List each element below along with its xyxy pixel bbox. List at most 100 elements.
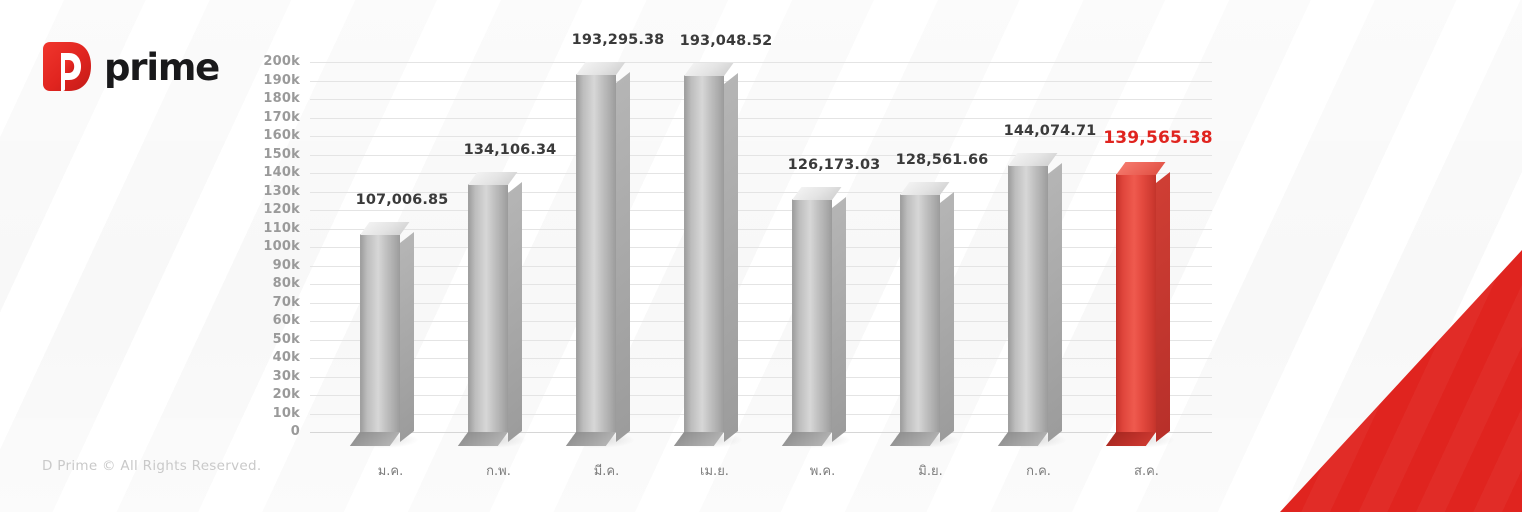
- bar[interactable]: 134,106.34: [457, 142, 556, 448]
- bar-front-face: [792, 198, 832, 432]
- gridline: [310, 191, 1212, 193]
- bar-group[interactable]: 134,106.34 ก.พ.: [446, 62, 556, 479]
- brand-wordmark: prime: [104, 46, 220, 89]
- bar-side-face: [508, 181, 522, 442]
- bar-side-face: [940, 192, 954, 442]
- bar-group[interactable]: 193,295.38 มี.ค.: [554, 32, 664, 479]
- bar-front-face: [1008, 165, 1048, 432]
- gridline: [310, 228, 1212, 230]
- bar-group[interactable]: 144,074.71 ก.ค.: [986, 62, 1096, 479]
- gridline: [310, 210, 1212, 211]
- y-axis-tick-label: 40k: [272, 350, 300, 365]
- bar-side-face: [724, 72, 738, 442]
- bar[interactable]: 107,006.85: [349, 192, 448, 448]
- bar-top-face: [1116, 161, 1166, 175]
- gridline: [310, 339, 1212, 341]
- bar-group[interactable]: 126,173.03 พ.ค.: [770, 62, 880, 479]
- y-axis-tick-label: 170k: [263, 109, 300, 125]
- gridline: [310, 247, 1212, 248]
- d-prime-logo-icon: [43, 42, 91, 91]
- gridline: [310, 302, 1212, 304]
- gridline: [310, 284, 1212, 285]
- y-axis-tick-label: 120k: [263, 202, 300, 217]
- gridline: [310, 432, 1212, 433]
- bar-value-label: 134,106.34: [463, 141, 557, 158]
- y-axis-tick-label: 130k: [263, 183, 300, 199]
- bar[interactable]: 128,561.66: [889, 152, 988, 448]
- y-axis-tick-label: 90k: [272, 257, 300, 273]
- bar[interactable]: 193,295.38: [565, 32, 664, 448]
- bar-side-face: [832, 196, 846, 442]
- y-axis-tick-label: 20k: [272, 387, 300, 402]
- y-axis-tick-label: 110k: [263, 220, 300, 236]
- gridline: [310, 413, 1212, 415]
- gridline: [310, 173, 1212, 174]
- gridline: [310, 376, 1212, 378]
- bar-top-face: [792, 186, 842, 200]
- bar-top-face: [576, 62, 626, 76]
- bar-front-face: [360, 234, 400, 432]
- bar[interactable]: 144,074.71: [997, 123, 1096, 448]
- bar-front-face: [468, 183, 508, 432]
- x-axis-category-label: พ.ค.: [809, 464, 836, 479]
- y-axis-tick-label: 70k: [272, 294, 300, 310]
- bar-group[interactable]: 107,006.85 ม.ค.: [338, 62, 448, 479]
- y-axis-tick-label: 190k: [263, 72, 300, 88]
- y-axis-tick-label: 140k: [263, 165, 300, 180]
- bar-group[interactable]: 128,561.66 มิ.ย.: [878, 62, 988, 479]
- bar[interactable]: 193,048.52: [673, 33, 772, 448]
- y-axis-tick-label: 150k: [263, 146, 300, 162]
- bar-side-face: [616, 72, 630, 442]
- footer-copyright: D Prime © All Rights Reserved.: [42, 458, 262, 474]
- y-axis-tick-label: 80k: [272, 276, 300, 291]
- gridline: [310, 80, 1212, 82]
- y-axis-tick-label: 160k: [263, 128, 300, 143]
- gridline: [310, 265, 1212, 267]
- y-axis-tick-label: 50k: [272, 331, 300, 347]
- bar[interactable]: 126,173.03: [781, 157, 880, 448]
- gridline: [310, 136, 1212, 137]
- corner-triangle-decoration: [1280, 250, 1522, 512]
- x-axis-category-label: ม.ค.: [377, 464, 404, 479]
- bar-group[interactable]: 193,048.52 เม.ย.: [662, 33, 772, 479]
- bar-value-label: 107,006.85: [355, 192, 449, 209]
- y-axis-tick-label: 180k: [263, 91, 300, 106]
- bar-side-face: [400, 232, 414, 442]
- x-axis-category-label: ก.พ.: [486, 464, 511, 479]
- bar-value-label: 193,295.38: [571, 32, 665, 49]
- bar-value-label: 144,074.71: [1003, 123, 1097, 140]
- gridline: [310, 117, 1212, 119]
- x-axis-category-label: มิ.ย.: [918, 464, 943, 479]
- x-axis-category-label: ก.ค.: [1026, 464, 1051, 479]
- bar-value-label: 128,561.66: [895, 152, 989, 169]
- bar-front-face: [900, 194, 940, 432]
- bar-value-label: 126,173.03: [787, 156, 881, 173]
- bar-side-face: [1048, 163, 1062, 442]
- bar-top-face: [900, 182, 950, 196]
- bar-side-face: [1156, 171, 1170, 442]
- y-axis-tick-label: 10k: [272, 405, 300, 421]
- bar-top-face: [360, 222, 410, 236]
- y-axis-tick-label: 30k: [272, 368, 300, 384]
- x-axis-category-label: ส.ค.: [1134, 464, 1159, 479]
- gridline: [310, 99, 1212, 100]
- y-axis-tick-label: 100k: [263, 239, 300, 254]
- x-axis-category-label: มี.ค.: [593, 464, 620, 479]
- bar-value-label: 193,048.52: [679, 32, 773, 49]
- x-axis-category-label: เม.ย.: [700, 464, 729, 479]
- bar-highlighted[interactable]: 139,565.38: [1103, 128, 1213, 448]
- bar-front-face: [684, 74, 724, 432]
- bar-top-face: [468, 171, 518, 185]
- gridline: [310, 321, 1212, 322]
- y-axis-tick-label: 200k: [263, 54, 300, 69]
- y-axis-tick-label: 0: [290, 424, 300, 439]
- bar-value-label: 139,565.38: [1103, 127, 1213, 148]
- bar-top-face: [684, 62, 734, 76]
- gridline: [310, 358, 1212, 359]
- bar-group[interactable]: 139,565.38 ส.ค.: [1094, 62, 1213, 479]
- y-axis-tick-label: 60k: [272, 313, 300, 328]
- brand-logo: prime: [40, 40, 220, 93]
- gridline: [310, 62, 1212, 63]
